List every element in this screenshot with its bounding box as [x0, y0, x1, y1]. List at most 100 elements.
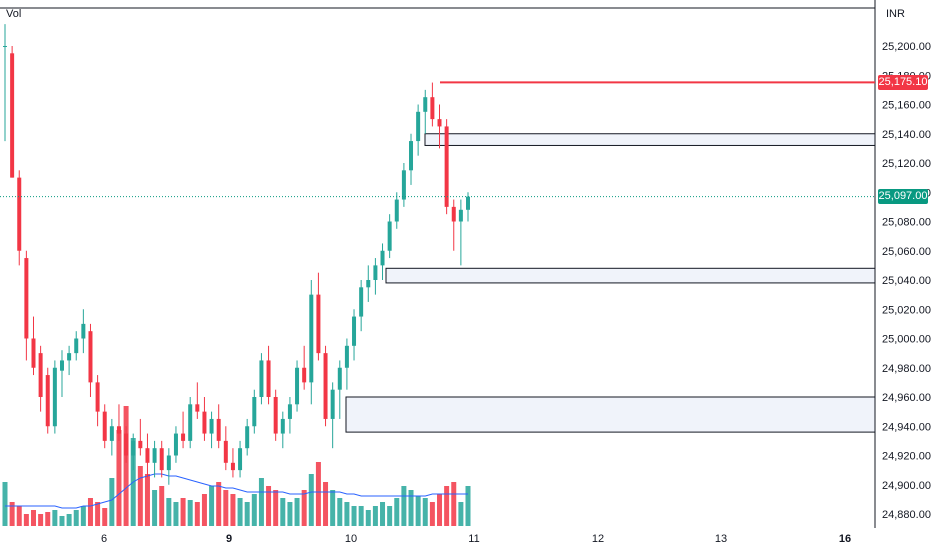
y-tick-label: 24,940.00: [882, 421, 931, 433]
candle-body: [416, 111, 421, 142]
y-tick-label: 25,040.00: [882, 275, 931, 287]
candle-body: [59, 360, 64, 371]
candle-body: [444, 126, 449, 207]
candle-body: [316, 294, 321, 354]
candle-body: [387, 221, 392, 251]
volume-bar: [358, 506, 364, 526]
candle-body: [159, 448, 164, 471]
candle-body: [273, 397, 278, 434]
volume-bar: [258, 478, 264, 526]
zone-box: [385, 267, 876, 284]
volume-bar: [2, 482, 8, 526]
currency-label: INR: [886, 8, 905, 20]
candle-body: [380, 250, 385, 266]
volume-ma-polyline: [5, 473, 468, 509]
volume-bar: [180, 498, 186, 526]
volume-bar: [109, 478, 115, 526]
volume-bar: [230, 494, 236, 526]
volume-bar: [458, 502, 464, 526]
candle-body: [31, 338, 36, 368]
time-axis[interactable]: 6 9 10 11 12 13 16: [101, 533, 851, 545]
candle-body: [259, 360, 264, 397]
volume-bar: [408, 490, 414, 526]
candle-body: [209, 418, 214, 434]
volume-bar: [422, 498, 428, 526]
volume-bar: [251, 494, 257, 526]
volume-bar: [166, 498, 172, 526]
y-tick-label: 25,160.00: [882, 100, 931, 112]
x-tick-label: 12: [592, 533, 604, 545]
resistance-price-tag: 25,175.10: [878, 74, 928, 90]
y-tick-label: 24,880.00: [882, 509, 931, 521]
candle-body: [166, 455, 171, 471]
volume-bar: [216, 482, 222, 526]
volume-bar: [387, 506, 393, 526]
candles: [3, 24, 470, 485]
x-tick-label: 13: [715, 533, 727, 545]
volume-bar: [344, 502, 350, 526]
volume-bar: [237, 498, 243, 526]
candle-body: [102, 411, 107, 441]
levels: [0, 81, 875, 198]
candle-body: [52, 367, 57, 427]
candle-body: [173, 433, 178, 456]
candle-body: [81, 323, 86, 339]
candle-body: [409, 141, 414, 171]
candle-body: [10, 53, 15, 178]
volume-bar: [73, 510, 79, 526]
volume-bar: [415, 496, 421, 526]
volume-bar: [465, 486, 471, 526]
grid: [0, 0, 876, 528]
volume-bar: [38, 514, 44, 526]
volume-bar: [116, 430, 122, 526]
volume-bar: [323, 482, 329, 526]
candle-body: [423, 97, 428, 112]
candle-body: [38, 353, 43, 397]
candle-body: [245, 426, 250, 449]
y-tick-label: 25,000.00: [882, 334, 931, 346]
zone-box: [345, 396, 876, 433]
volume-bar: [87, 498, 93, 526]
volume-bar: [351, 506, 357, 526]
candle-body: [67, 353, 72, 361]
y-tick-label: 25,140.00: [882, 129, 931, 141]
candle-body: [266, 360, 271, 397]
volume-bar: [80, 506, 86, 526]
volume-bar: [315, 462, 321, 526]
y-tick-label: 25,060.00: [882, 246, 931, 258]
y-tick-label: 24,920.00: [882, 451, 931, 463]
y-tick-label: 24,900.00: [882, 480, 931, 492]
candle-body: [188, 404, 193, 441]
candle-body: [195, 404, 200, 412]
zone-box: [424, 133, 876, 146]
candle-body: [451, 206, 456, 222]
volume-bar: [380, 502, 386, 526]
candle-body: [223, 440, 228, 463]
volume-bar: [194, 502, 200, 526]
candle-body: [373, 265, 378, 280]
volume-bar: [273, 490, 279, 526]
candle-body: [394, 199, 399, 222]
volume-bar: [123, 406, 129, 526]
candle-body: [109, 426, 114, 441]
candle-body: [430, 97, 435, 120]
volume-bar: [144, 474, 150, 526]
volume-bar: [437, 494, 443, 526]
y-tick-label: 24,980.00: [882, 363, 931, 375]
volume-label: Vol: [6, 8, 22, 20]
candle-body: [330, 389, 335, 419]
candle-body: [145, 448, 150, 463]
candle-body: [302, 367, 307, 383]
candle-body: [74, 338, 79, 354]
candle-body: [202, 411, 207, 434]
price-axis[interactable]: 25,200.0025,180.0025,160.0025,140.0025,1…: [882, 41, 931, 521]
volume-bar: [59, 516, 65, 526]
volume-bar: [23, 514, 29, 526]
volume-bar: [280, 498, 286, 526]
candle-body: [458, 209, 463, 222]
volume-bar: [201, 494, 207, 526]
x-tick-label: 11: [468, 533, 479, 545]
candle-body: [124, 433, 129, 456]
volume-bar: [223, 490, 229, 526]
